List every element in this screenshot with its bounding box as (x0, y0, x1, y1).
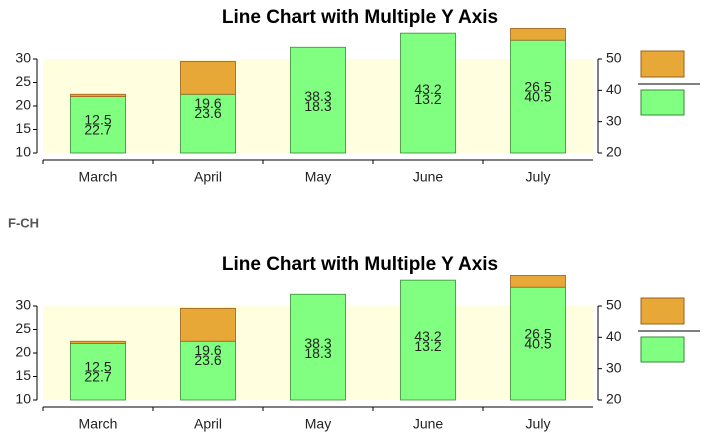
bar-segment (180, 60, 236, 95)
bar-segment (400, 32, 456, 154)
bar-segment (180, 340, 236, 401)
x-tick-label: March (79, 169, 118, 185)
y2-tick-label: 30 (606, 112, 622, 128)
x-tick-label: July (526, 416, 551, 432)
y2-tick-label: 50 (606, 50, 622, 66)
x-tick-label: June (413, 169, 444, 185)
data-label: 43.2 (414, 81, 441, 97)
data-label: 12.5 (84, 358, 111, 374)
data-label: 22.7 (84, 368, 111, 384)
data-label: 13.2 (414, 338, 441, 354)
x-tick-label: May (305, 169, 331, 185)
data-label: 22.7 (84, 121, 111, 137)
y2-tick-label: 50 (606, 297, 622, 313)
bar-segment (510, 286, 566, 401)
bar-segment (510, 28, 566, 41)
data-label: 40.5 (524, 335, 551, 351)
y-tick-label: 15 (15, 120, 31, 136)
bar-segment (180, 93, 236, 154)
data-label: 40.5 (524, 88, 551, 104)
legend-swatch (640, 297, 685, 325)
data-label: 26.5 (524, 78, 551, 94)
y2-tick-label: 20 (606, 144, 622, 160)
y-tick-label: 30 (15, 50, 31, 66)
y-tick-label: 20 (15, 97, 31, 113)
y-tick-label: 25 (15, 73, 31, 89)
legend-swatch (640, 336, 685, 363)
x-tick-label: June (413, 416, 444, 432)
bar-segment (180, 307, 236, 342)
bar-segment (70, 96, 126, 154)
data-label: 38.3 (304, 88, 331, 104)
data-label: 18.3 (304, 345, 331, 361)
chart-title: Line Chart with Multiple Y Axis (222, 7, 498, 28)
bar-segment (70, 340, 126, 344)
x-tick-label: April (194, 416, 222, 432)
data-label: 43.2 (414, 328, 441, 344)
x-tick-label: March (79, 416, 118, 432)
data-label: 19.6 (194, 342, 221, 358)
data-label: 12.5 (84, 111, 111, 127)
legend-swatch (640, 89, 685, 116)
data-label: 23.6 (194, 352, 221, 368)
y2-tick-label: 30 (606, 359, 622, 375)
legend-swatch (640, 50, 685, 78)
bar-segment (290, 293, 346, 401)
y2-tick-label: 40 (606, 81, 622, 97)
y-tick-label: 30 (15, 297, 31, 313)
data-label: 26.5 (524, 325, 551, 341)
y2-tick-label: 20 (606, 391, 622, 407)
chart-title: Line Chart with Multiple Y Axis (222, 254, 498, 275)
bar-segment (290, 46, 346, 154)
y-tick-label: 25 (15, 320, 31, 336)
data-label: 19.6 (194, 95, 221, 111)
data-label: 13.2 (414, 91, 441, 107)
y-tick-label: 20 (15, 344, 31, 360)
bar-segment (400, 279, 456, 401)
data-label: 38.3 (304, 335, 331, 351)
y2-tick-label: 40 (606, 328, 622, 344)
section-label: F-CH (8, 215, 39, 230)
x-tick-label: July (526, 169, 551, 185)
bar-segment (510, 275, 566, 288)
data-label: 23.6 (194, 105, 221, 121)
y-tick-label: 15 (15, 367, 31, 383)
x-tick-label: May (305, 416, 331, 432)
bar-segment (70, 93, 126, 97)
y-tick-label: 10 (15, 391, 31, 407)
data-label: 18.3 (304, 98, 331, 114)
bar-segment (510, 39, 566, 154)
bar-segment (70, 343, 126, 401)
y-tick-label: 10 (15, 144, 31, 160)
x-tick-label: April (194, 169, 222, 185)
